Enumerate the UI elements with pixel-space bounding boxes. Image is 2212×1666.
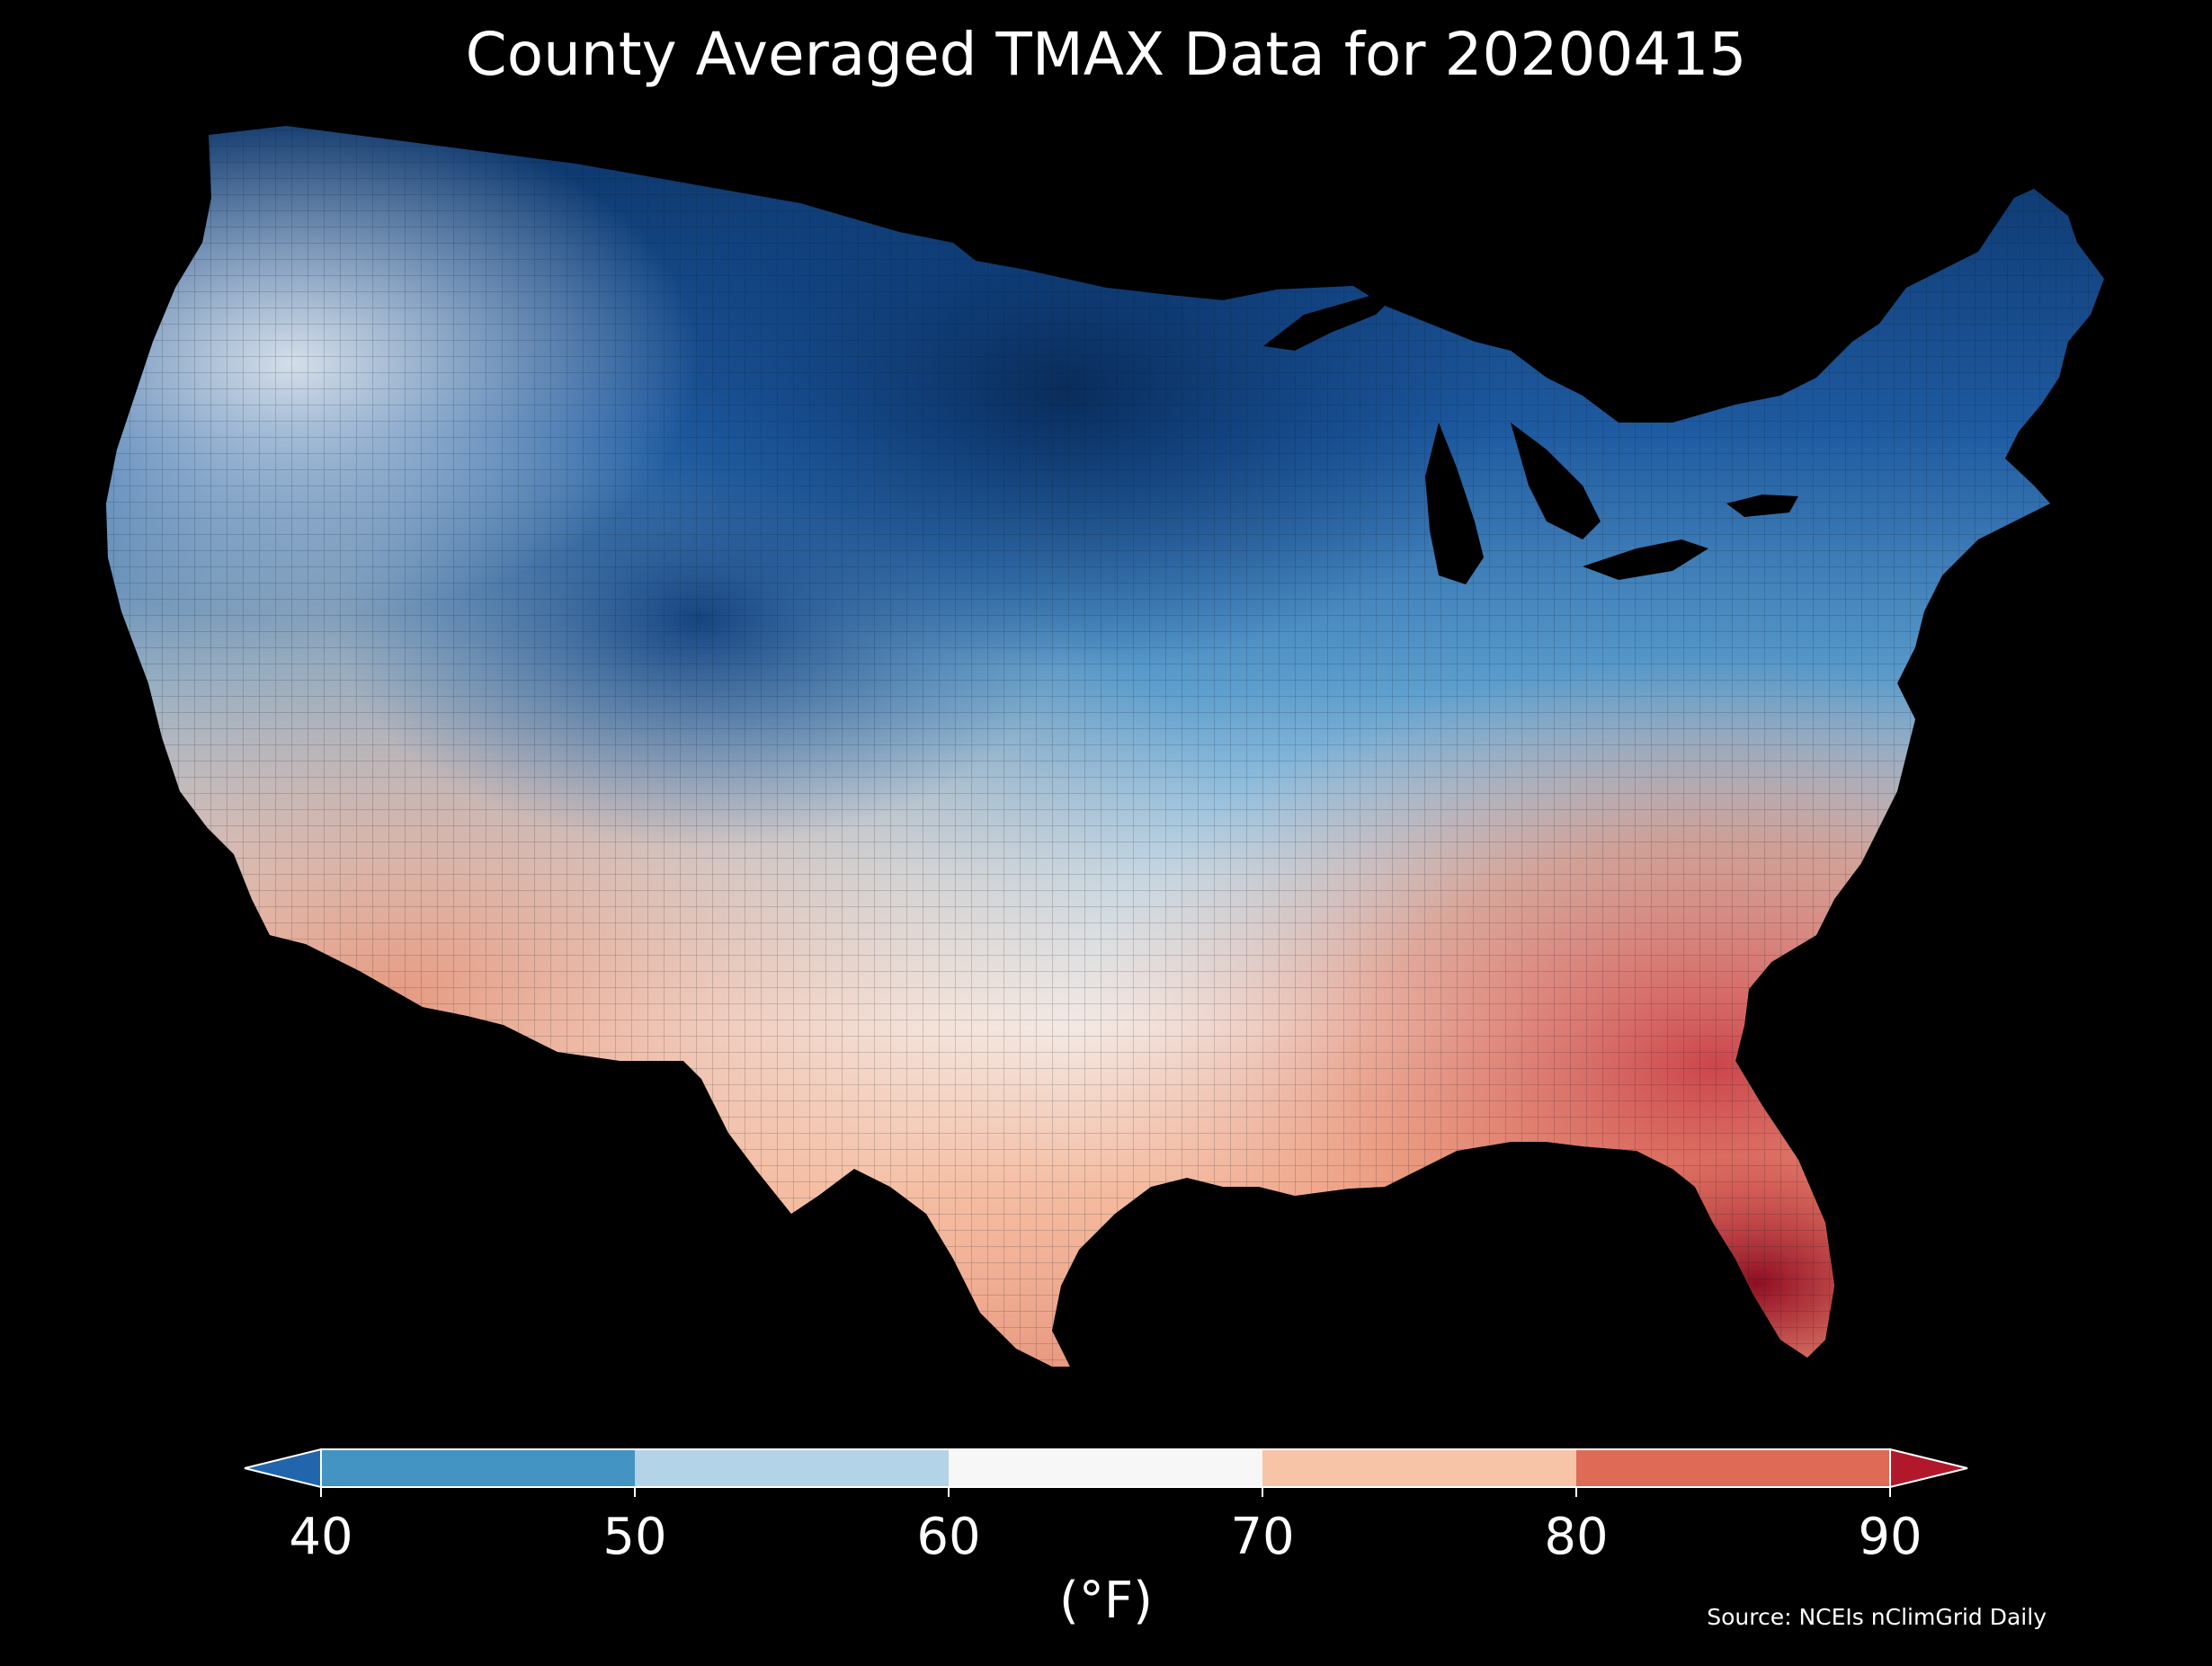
colorbar-tick-label: 60 [916,1508,980,1566]
lake-michigan [1425,423,1484,584]
lake-ontario [1726,494,1798,517]
lake-erie [1583,539,1708,580]
colorbar-tick-label: 50 [602,1508,666,1566]
colorbar-units-label: (°F) [1059,1572,1153,1630]
lake-superior [1263,288,1403,351]
colorbar-bin-40-50 [321,1449,635,1487]
map-title: County Averaged TMAX Data for 20200415 [465,20,1747,89]
colorbar-arrow-low [244,1448,322,1489]
colorbar-bin-70-80 [1262,1449,1576,1487]
colorbar-bin-60-70 [949,1449,1262,1487]
colorbar-tick-labels: 40 50 60 70 80 90 [289,1508,1922,1566]
colorbar-ticks [320,1487,1891,1497]
colorbar-tick-label: 80 [1544,1508,1608,1566]
county-boundaries [106,126,2104,1367]
lake-huron [1511,423,1601,539]
colorbar-outline [320,1448,1891,1488]
colorbar-bin-80-90 [1576,1449,1890,1487]
us-county-map [106,126,2104,1367]
source-note: Source: NCEIs nClimGrid Daily [1707,1604,2047,1630]
colorbar-bin-50-60 [635,1449,949,1487]
colorbar-arrow-high [1889,1448,1968,1489]
colorbar: 40 50 60 70 80 90 [244,1448,1968,1566]
great-lakes [1263,288,1798,584]
colorbar-tick-label: 70 [1230,1508,1294,1566]
colorbar-tick-label: 90 [1858,1508,1922,1566]
colorbar-tick-label: 40 [289,1508,352,1566]
